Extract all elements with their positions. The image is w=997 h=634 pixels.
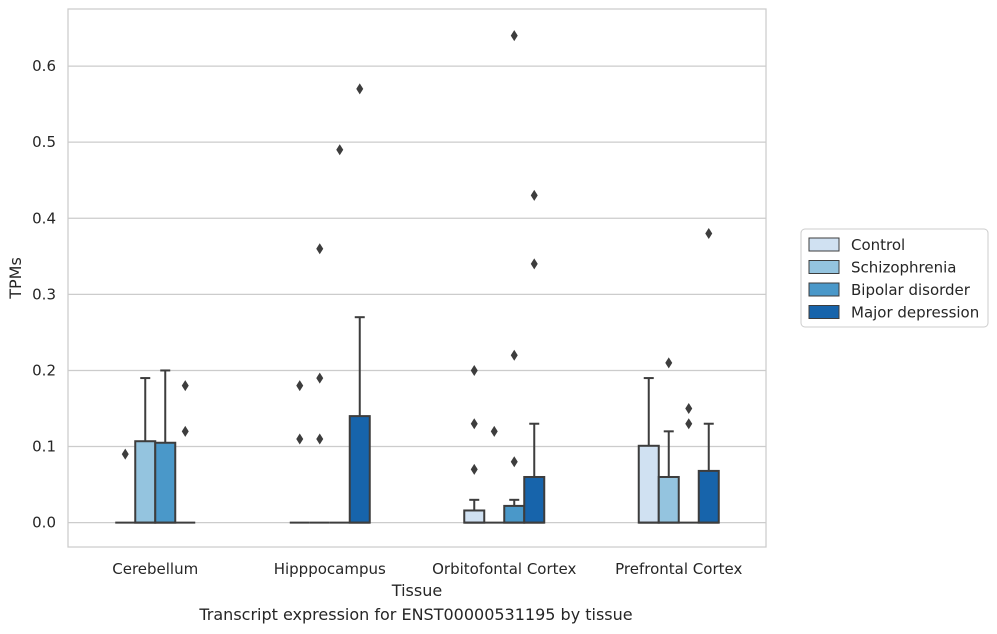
outlier-point bbox=[316, 243, 324, 255]
box-4 bbox=[175, 380, 196, 524]
legend-label: Schizophrenia bbox=[851, 259, 956, 277]
box-body bbox=[697, 469, 720, 524]
box-body bbox=[657, 475, 680, 524]
box-1 bbox=[289, 380, 310, 524]
outlier-point bbox=[685, 403, 693, 415]
box-4 bbox=[348, 83, 371, 524]
box-2 bbox=[134, 377, 157, 524]
outlier-point bbox=[490, 425, 498, 437]
outlier-point bbox=[316, 433, 324, 445]
box-body bbox=[348, 415, 371, 524]
y-tick-labels: 0.0 0.1 0.2 0.3 0.4 0.5 0.6 bbox=[32, 57, 56, 532]
outlier-point bbox=[121, 448, 129, 460]
outlier-point bbox=[296, 433, 304, 445]
outlier-point bbox=[510, 456, 518, 468]
x-tick-label: Orbitofontal Cortex bbox=[432, 560, 576, 578]
outlier-point bbox=[530, 189, 538, 201]
x-axis-label: Tissue bbox=[391, 581, 442, 600]
y-axis-label: TPMs bbox=[6, 257, 25, 300]
box-4 bbox=[697, 227, 720, 524]
outlier-point bbox=[665, 357, 673, 369]
legend-swatch bbox=[808, 260, 840, 274]
legend: Control Schizophrenia Bipolar disorder Majo… bbox=[800, 228, 989, 328]
figure-caption: Transcript expression for ENST0000053119… bbox=[199, 605, 633, 624]
outlier-point bbox=[705, 227, 713, 239]
box-1 bbox=[637, 377, 660, 524]
y-tick-label: 0.4 bbox=[32, 209, 56, 227]
outlier-point bbox=[181, 380, 189, 392]
box-3 bbox=[154, 369, 177, 524]
box-1 bbox=[463, 364, 486, 524]
y-tick-label: 0.6 bbox=[32, 57, 56, 75]
y-gridlines bbox=[68, 65, 766, 524]
x-tick-label: Hipppocampus bbox=[274, 560, 386, 578]
outlier-point bbox=[530, 258, 538, 270]
box-body bbox=[503, 504, 526, 524]
y-tick-label: 0.5 bbox=[32, 133, 56, 151]
x-tick-label: Prefrontal Cortex bbox=[615, 560, 742, 578]
outlier-point bbox=[510, 349, 518, 361]
box-1 bbox=[115, 448, 136, 524]
outlier-point bbox=[296, 380, 304, 392]
legend-swatch bbox=[808, 305, 840, 319]
outlier-point bbox=[316, 372, 324, 384]
outlier-point bbox=[356, 83, 364, 95]
box-3 bbox=[503, 30, 526, 524]
box-body bbox=[463, 509, 486, 524]
box-2 bbox=[484, 425, 505, 524]
outlier-point bbox=[685, 418, 693, 430]
legend-swatch bbox=[808, 237, 840, 252]
plot-frame bbox=[67, 8, 767, 548]
y-tick-label: 0.0 bbox=[32, 514, 56, 532]
outlier-point bbox=[470, 418, 478, 430]
x-tick-labels: Cerebellum Hipppocampus Orbitofontal Corte… bbox=[112, 560, 742, 578]
y-tick-label: 0.2 bbox=[32, 361, 56, 379]
box-body bbox=[134, 440, 157, 524]
box-2 bbox=[309, 243, 330, 524]
box-3 bbox=[678, 403, 699, 524]
y-tick-label: 0.3 bbox=[32, 285, 56, 303]
legend-label: Bipolar disorder bbox=[851, 281, 971, 299]
outlier-point bbox=[510, 30, 518, 42]
y-tick-label: 0.1 bbox=[32, 438, 56, 456]
box-groups bbox=[115, 30, 720, 524]
legend-label: Major depression bbox=[851, 304, 979, 322]
legend-frame bbox=[800, 228, 989, 328]
box-3 bbox=[329, 144, 350, 524]
x-tick-label: Cerebellum bbox=[112, 560, 198, 578]
box-body bbox=[637, 444, 660, 524]
legend-swatch bbox=[808, 282, 840, 297]
box-body bbox=[523, 475, 546, 524]
box-2 bbox=[657, 357, 680, 524]
outlier-point bbox=[181, 425, 189, 437]
box-body bbox=[154, 441, 177, 524]
box-4 bbox=[523, 189, 546, 524]
outlier-point bbox=[336, 144, 344, 156]
outlier-point bbox=[470, 463, 478, 475]
outlier-point bbox=[470, 364, 478, 376]
legend-label: Control bbox=[851, 236, 905, 254]
